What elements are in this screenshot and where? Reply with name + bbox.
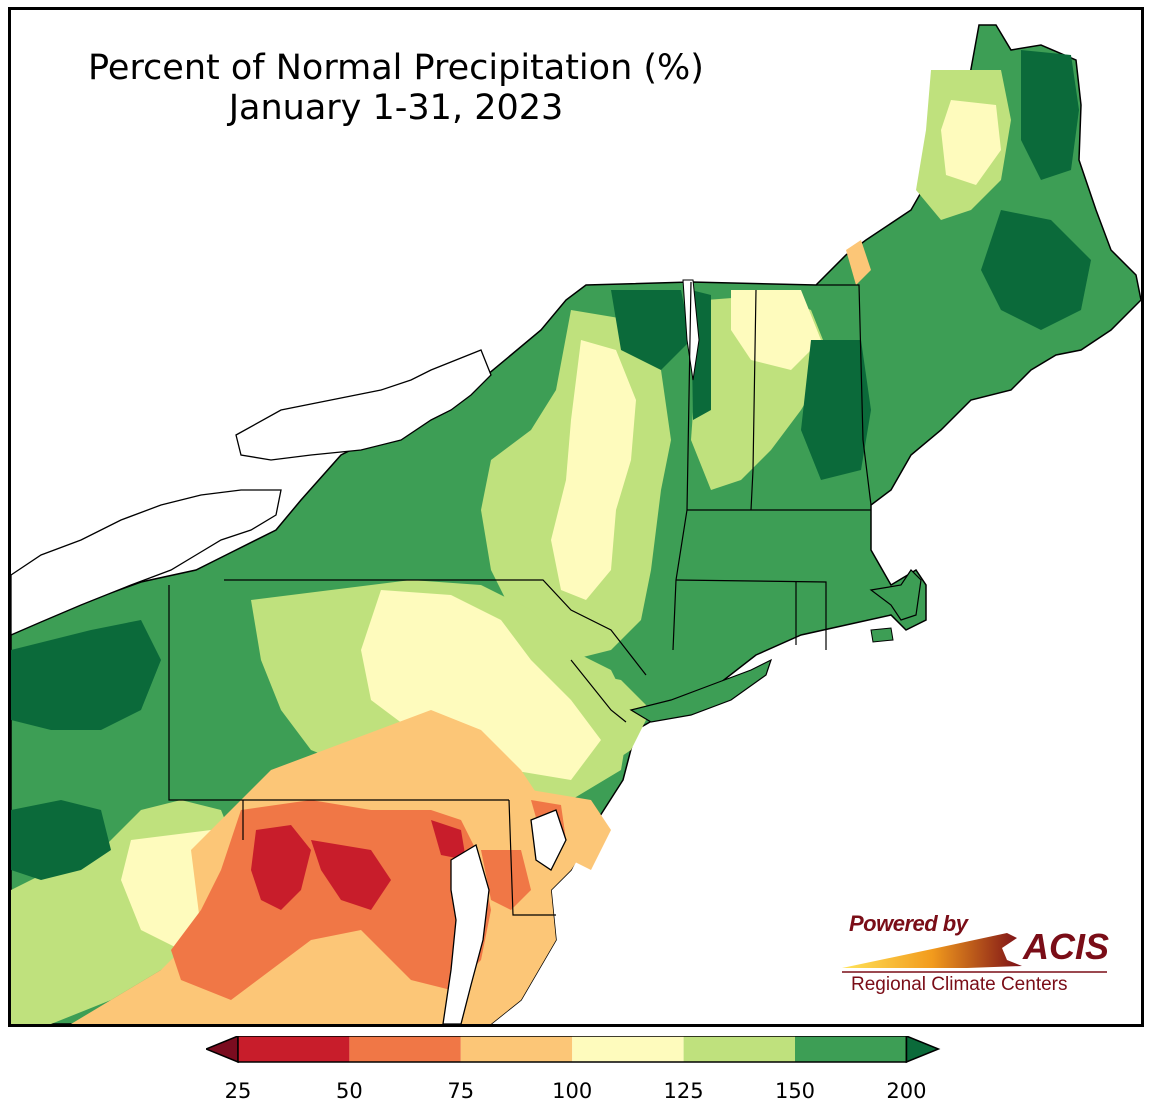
colorbar-tick-label: 75	[447, 1079, 475, 1103]
colorbar-tick-label: 100	[552, 1079, 593, 1103]
zone-over-200-maine-east	[981, 210, 1091, 330]
cape-cod	[869, 569, 922, 621]
colorbar-tick-label: 125	[663, 1079, 704, 1103]
zone-50-75-md-va	[171, 800, 491, 1000]
zone-50-75-md-shore	[481, 850, 531, 910]
colorbar-tick-label: 25	[224, 1079, 252, 1103]
map-panel: Percent of Normal Precipitation (%) Janu…	[8, 7, 1144, 1027]
colorbar-arrow-high	[905, 1036, 941, 1064]
zone-over-200-adirondacks	[611, 290, 691, 370]
zone-100-125-nh	[731, 290, 821, 370]
zone-25-50-va	[311, 840, 391, 910]
zone-over-200-ohio	[11, 620, 161, 730]
zone-75-100-nh-west	[846, 240, 871, 285]
colorbar	[206, 1036, 941, 1064]
zone-over-200-nh	[801, 340, 871, 480]
zone-over-200-maine-north	[1021, 50, 1079, 180]
colorbar-tick-label: 200	[886, 1079, 927, 1103]
lake-erie	[11, 489, 282, 636]
map-subtitle: January 1-31, 2023	[228, 88, 564, 128]
zone-25-50-md-east	[431, 820, 466, 860]
colorbar-arrow-low	[206, 1036, 239, 1064]
colorbar-bin	[238, 1036, 350, 1062]
colorbar-tick-label: 50	[336, 1079, 363, 1103]
acis-logo-graphic	[842, 933, 1107, 973]
rcc-label: Regional Climate Centers	[851, 974, 1068, 995]
powered-by-label: Powered by	[849, 911, 968, 936]
zone-25-50-west-md	[251, 825, 311, 910]
colorbar-bin	[349, 1036, 461, 1062]
precipitation-map	[11, 24, 1141, 1024]
colorbar-tick-label: 150	[774, 1079, 816, 1103]
colorbar-bin	[460, 1036, 573, 1062]
state-boundaries	[168, 281, 872, 916]
lake-champlain	[682, 279, 700, 381]
islands-ma	[870, 627, 894, 643]
acis-brand: ACIS	[1023, 926, 1110, 967]
lake-ontario	[235, 349, 492, 461]
zone-100-125-maine	[941, 100, 1001, 185]
delaware-bay	[530, 809, 567, 871]
colorbar-bin	[572, 1036, 684, 1062]
chesapeake-bay	[442, 844, 490, 1024]
long-island	[629, 658, 773, 723]
colorbar-bin	[683, 1036, 795, 1062]
colorbar-bin	[795, 1036, 907, 1062]
map-title: Percent of Normal Precipitation (%)	[88, 48, 704, 88]
zone-100-125-ny-core	[551, 340, 636, 600]
zone-over-200-wv	[11, 800, 111, 880]
colorbar-outline	[237, 1036, 908, 1063]
